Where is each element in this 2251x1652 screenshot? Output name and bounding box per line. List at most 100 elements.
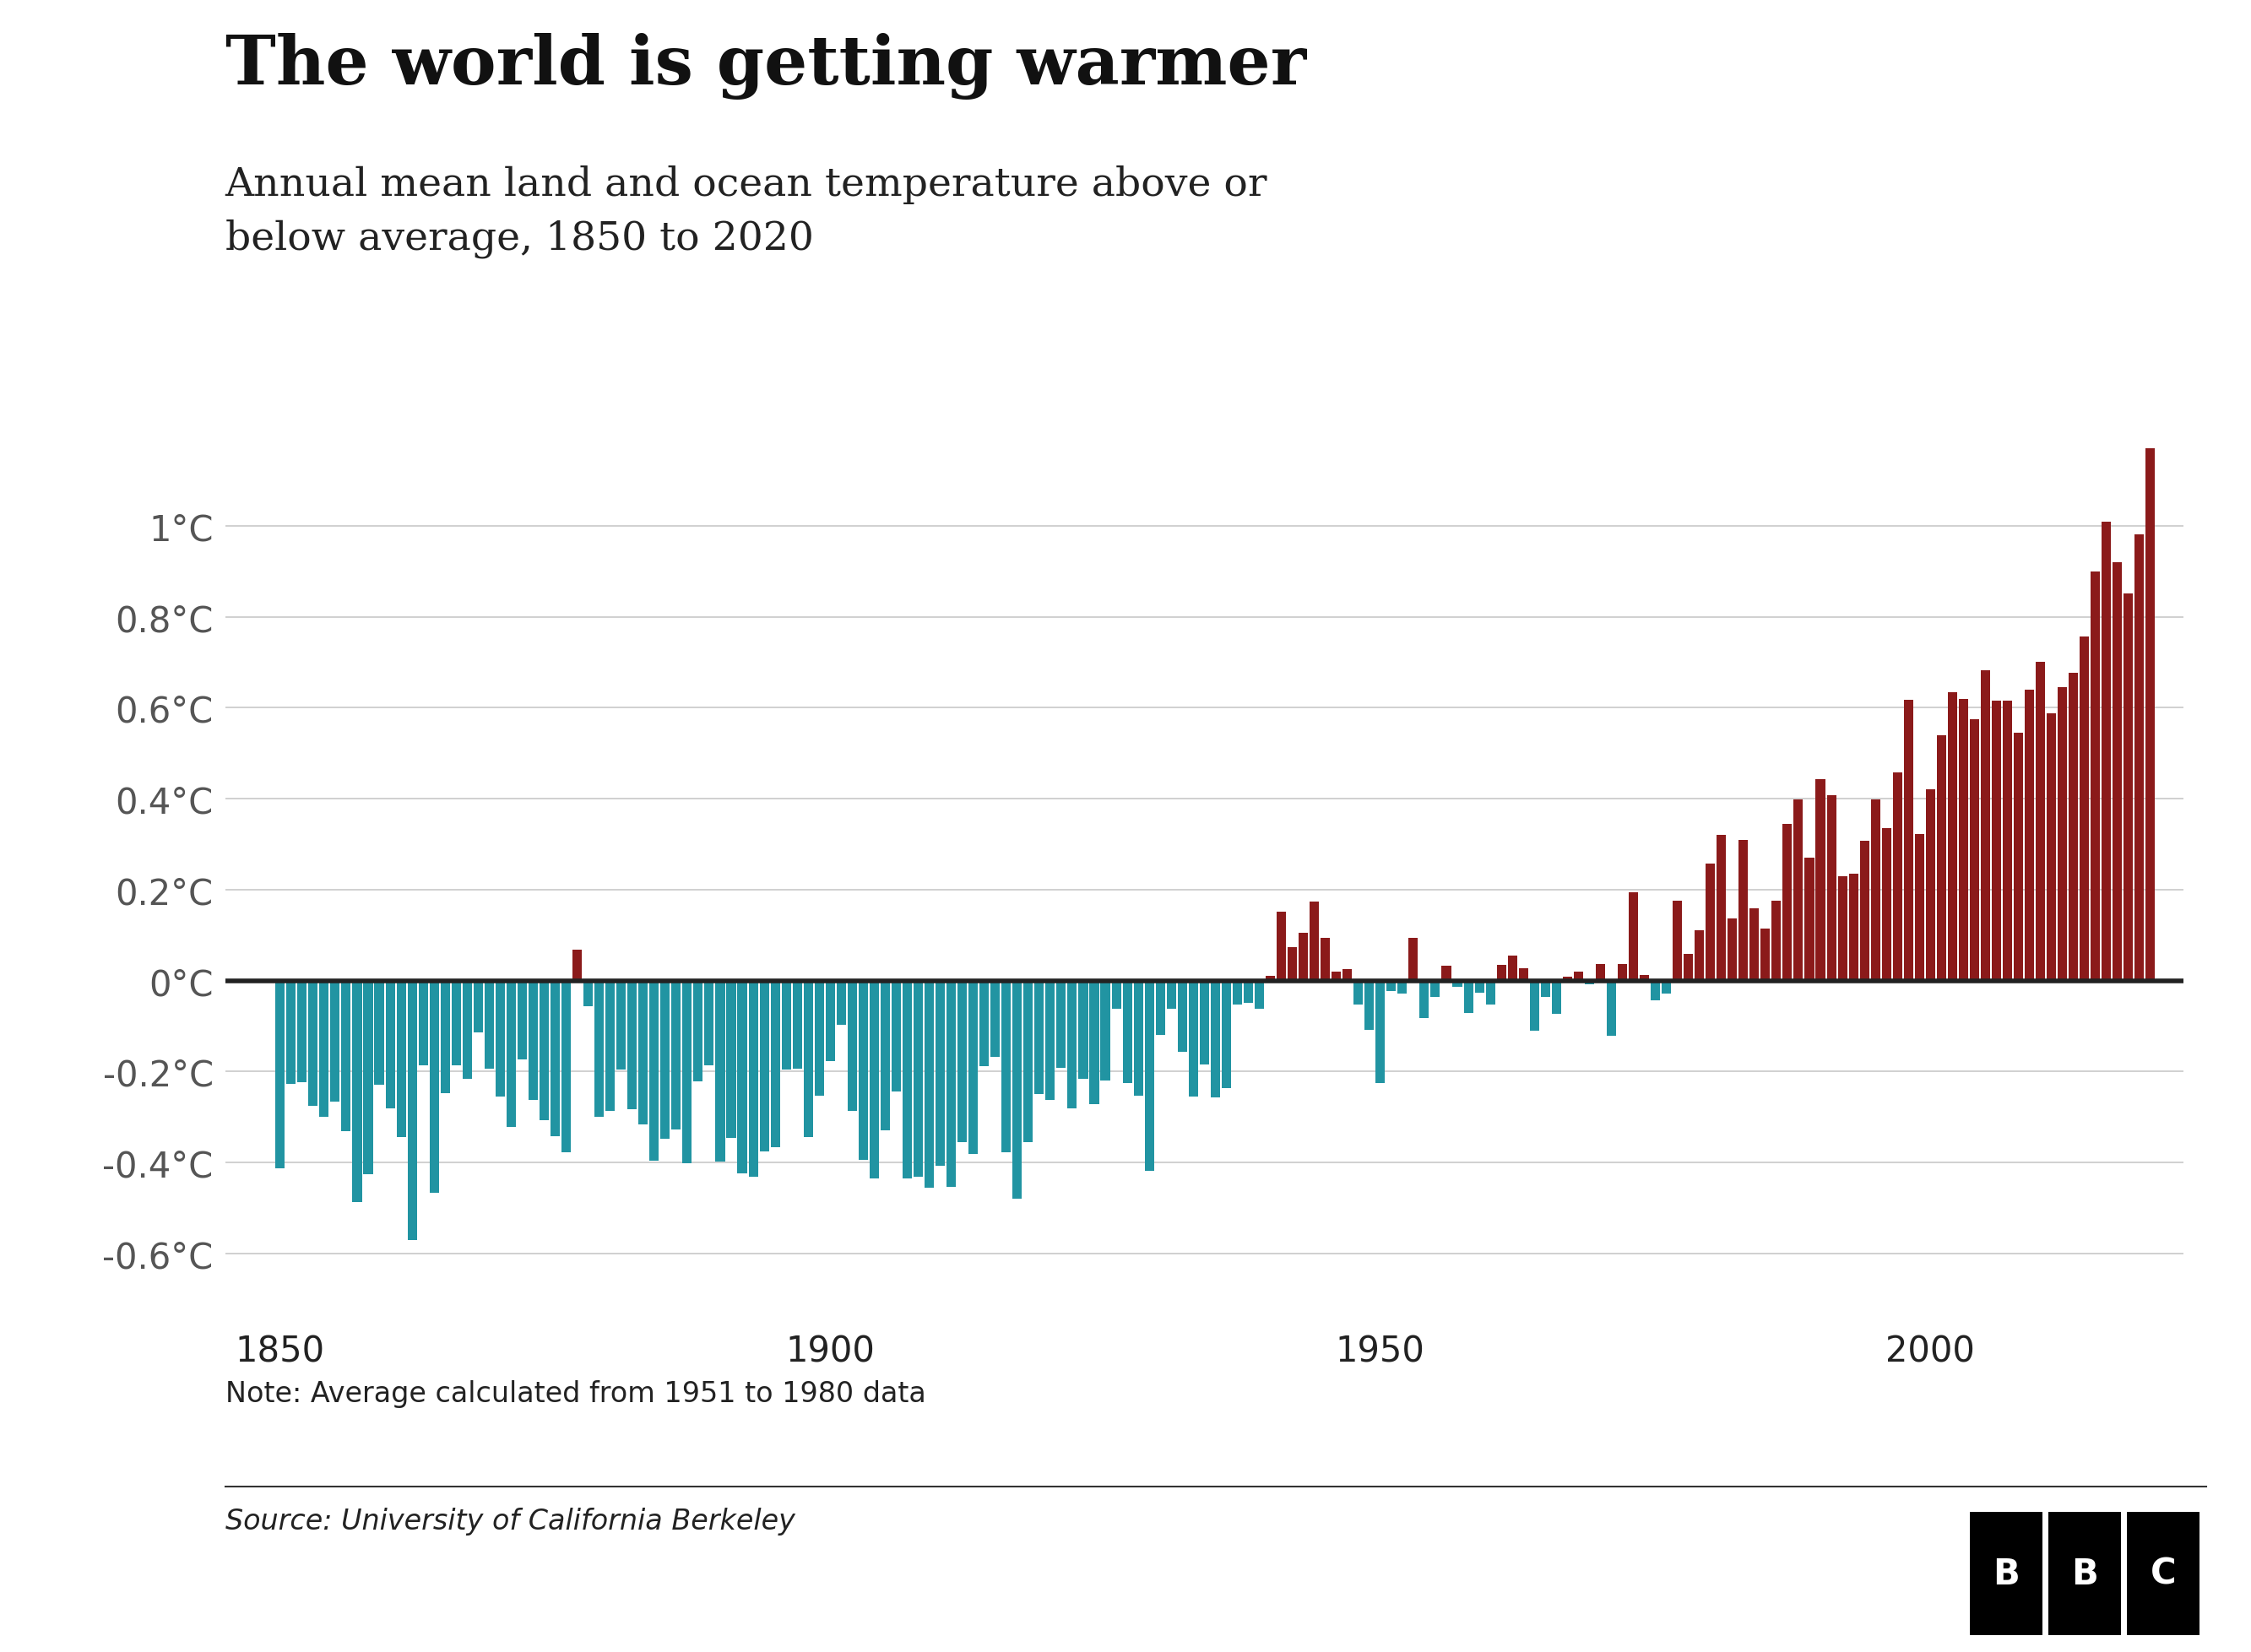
Bar [275,981,286,1170]
Bar [407,981,416,1241]
Bar [1166,981,1175,1009]
Bar [651,981,660,1161]
Bar [1044,981,1056,1100]
Bar [682,981,691,1163]
Bar [1387,981,1396,991]
Bar [297,981,306,1082]
Bar [1135,981,1144,1095]
Bar [1904,700,1913,981]
Bar [1123,981,1132,1084]
Bar [1234,981,1243,1004]
Bar [837,981,846,1024]
Bar [936,981,945,1166]
Bar [1706,864,1715,981]
Bar [1882,828,1891,981]
Bar [1155,981,1166,1036]
Bar [759,981,770,1151]
Bar [1992,702,2001,981]
Bar [1243,981,1254,1003]
Bar [891,981,900,1092]
Bar [1265,976,1274,981]
Bar [1650,981,1659,1001]
Bar [1540,981,1551,998]
Bar [849,981,858,1110]
Bar [979,981,988,1067]
Bar [1333,971,1342,981]
Bar [1101,981,1110,1080]
Bar [594,981,603,1117]
Bar [1211,981,1220,1099]
Bar [1144,981,1155,1171]
Bar [1916,834,1925,981]
Bar [1585,981,1594,985]
Bar [903,981,912,1178]
Bar [2024,691,2035,981]
Bar [1630,892,1639,981]
Bar [286,981,295,1084]
Bar [1639,975,1650,981]
Text: B: B [2071,1556,2098,1591]
Bar [792,981,801,1069]
Bar [362,981,374,1175]
Bar [1893,773,1902,981]
Bar [452,981,461,1066]
Bar [495,981,504,1097]
Bar [2127,1512,2199,1635]
Bar [1276,912,1285,981]
Bar [2046,714,2055,981]
Bar [660,981,671,1138]
Bar [583,981,592,1006]
Bar [1531,981,1540,1031]
Bar [671,981,680,1130]
Bar [506,981,515,1127]
Bar [1078,981,1087,1079]
Bar [385,981,394,1108]
Bar [308,981,317,1107]
Bar [1828,796,1837,981]
Bar [331,981,340,1102]
Bar [1936,735,1947,981]
Bar [2057,687,2066,981]
Bar [1299,933,1308,981]
Bar [1321,938,1330,981]
Bar [1729,919,1738,981]
Bar [1519,968,1528,981]
Bar [1760,928,1769,981]
Bar [826,981,835,1061]
Bar [461,981,473,1079]
Bar [551,981,560,1137]
Bar [1848,874,1857,981]
Bar [1189,981,1198,1097]
Bar [1353,981,1364,1004]
Bar [869,981,878,1178]
Bar [484,981,493,1069]
Bar [1958,699,1967,981]
Bar [2035,662,2046,981]
Bar [374,981,385,1085]
Text: Annual mean land and ocean temperature above or
below average, 1850 to 2020: Annual mean land and ocean temperature a… [225,165,1267,258]
Bar [1452,981,1461,986]
Bar [1817,780,1826,981]
Bar [705,981,714,1066]
Bar [529,981,538,1100]
Bar [880,981,889,1130]
Bar [430,981,439,1193]
Bar [2102,522,2111,981]
Bar [990,981,999,1057]
Bar [1970,720,1979,981]
Bar [1497,965,1506,981]
Bar [858,981,869,1160]
Bar [560,981,572,1153]
Bar [1695,930,1704,981]
Bar [473,981,482,1032]
Bar [628,981,637,1110]
Bar [738,981,747,1175]
Bar [1684,955,1693,981]
Bar [1981,671,1990,981]
Bar [1342,970,1353,981]
Bar [1364,981,1373,1031]
Bar [1927,790,1936,981]
Bar [770,981,779,1148]
Bar [1463,981,1472,1013]
Text: C: C [2150,1556,2177,1591]
